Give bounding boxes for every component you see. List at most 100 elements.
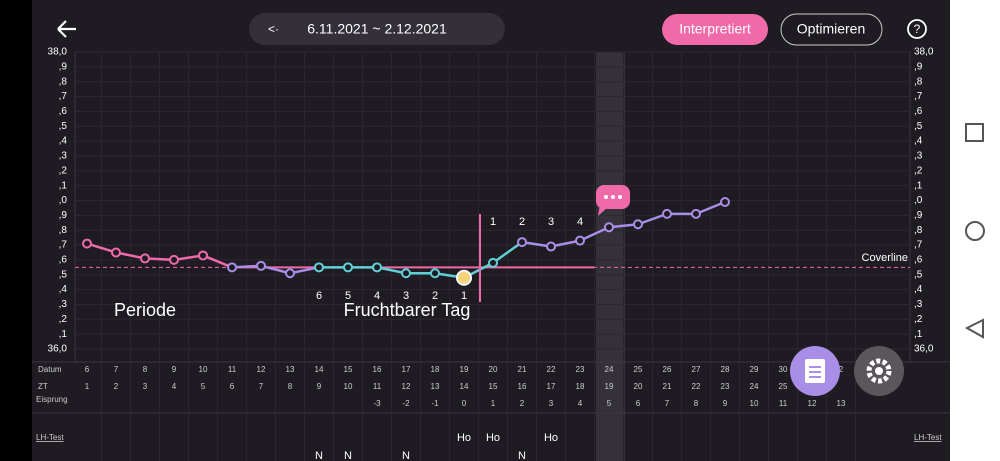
point [256,260,266,271]
ovulation-day: 6 [636,399,641,408]
y-tick-label: ,8 [59,225,68,236]
cycle-day: 6 [230,382,235,391]
optimize-button[interactable] [780,13,883,46]
back-button[interactable] [57,20,76,38]
countdown-label: 5 [345,290,351,302]
cycle-day: 2 [114,382,119,391]
x-tick-label: 28 [721,365,730,374]
cycle-day: 23 [721,382,730,391]
countdown-label: 1 [461,290,467,302]
cycle-day: 8 [288,382,293,391]
y-tick-label-right: 36,0 [914,344,934,355]
countdown-label: 3 [403,290,409,302]
cycle-day: 24 [750,382,759,391]
y-tick-label-right: ,8 [914,76,923,87]
help-icon: ? [914,22,921,36]
lh-result: Ho [544,432,558,444]
y-tick-label: ,6 [59,255,68,266]
y-tick-label-right: ,5 [914,269,923,280]
cycle-day: 20 [634,382,643,391]
x-tick-label: 17 [402,365,411,374]
nav-recents[interactable] [965,123,984,142]
y-tick-label: ,1 [59,329,68,340]
point [662,208,672,219]
x-tick-label: 22 [547,365,556,374]
cycle-day: 7 [259,382,264,391]
date-icon: <· [268,22,279,36]
point [517,237,527,248]
y-tick-label: ,2 [59,165,68,176]
plot: 36,0 36,0,1,1,2,2,3,3,4,4,5,5,6,6,7,7,8,8… [32,47,950,461]
ovulation-day: 13 [837,399,846,408]
cycle-day: 9 [317,382,322,391]
countup-label: 1 [490,216,496,228]
y-tick-label-right: ,3 [914,299,923,310]
coverline-label: Coverline [862,252,908,264]
point [343,262,353,273]
y-tick-label: ,8 [59,76,68,87]
y-tick-label-right: ,0 [914,195,923,206]
settings-hub [875,367,883,375]
ovulation-day: -3 [373,399,381,408]
x-tick-label: 12 [257,365,266,374]
cycle-day: 22 [692,382,701,391]
y-tick-label: ,4 [59,136,68,147]
y-tick-label-right: ,2 [914,165,923,176]
countup-label: 3 [548,216,554,228]
lh-result: N [518,450,526,461]
x-tick-label: 2 [839,365,844,374]
line-segment [492,241,523,264]
cycle-day: 13 [431,382,440,391]
interpreted-button[interactable] [662,14,768,45]
y-tick-label-right: ,8 [914,225,923,236]
point [198,250,208,261]
y-tick-label: ,3 [59,299,68,310]
cycle-day: 4 [172,382,177,391]
point [314,262,324,273]
cycle-day: 25 [779,382,788,391]
y-tick-label: ,9 [59,61,68,72]
point [430,268,440,279]
ovulation-day: 2 [520,399,525,408]
today-column [596,52,625,461]
ovulation-day: -2 [402,399,410,408]
y-tick-label-right: ,1 [914,329,923,340]
ovulation-day: 11 [779,399,788,408]
x-tick-label: 25 [634,365,643,374]
ovulation-day: 8 [694,399,699,408]
cycle-day: 3 [143,382,148,391]
nav-bar [950,0,1000,461]
nav-home[interactable] [965,221,985,241]
ovulation-day: 10 [750,399,759,408]
x-tick-label: 13 [286,365,295,374]
point [720,196,730,207]
y-tick-label-right: 38,0 [914,47,934,58]
x-tick-label: 23 [576,365,585,374]
ovulation-day: 1 [491,399,496,408]
x-tick-label: 20 [489,365,498,374]
date-range: 6.11.2021 ~ 2.12.2021 [307,21,447,37]
y-tick-label: ,1 [59,180,68,191]
line-segment [695,200,726,216]
y-tick-label: ,5 [59,121,68,132]
point [372,262,382,273]
point [285,268,295,279]
date-pill[interactable] [249,13,505,45]
line-segment [202,254,233,269]
nav-back[interactable] [964,318,984,339]
fertile-label: Fruchtbarer Tag [344,300,471,320]
cycle-day: 18 [576,382,585,391]
row-label: ZT [38,382,48,391]
x-tick-label: 29 [750,365,759,374]
interpreted-label: Interpretiert [679,21,751,37]
x-tick-label: 18 [431,365,440,374]
optimize-label: Optimieren [797,21,865,37]
ovulation-day: 4 [578,399,583,408]
x-tick-label: 14 [315,365,324,374]
help-button[interactable] [907,19,927,39]
cycle-day: 16 [518,382,527,391]
ovulation-day: 0 [462,399,467,408]
y-tick-label-right: ,1 [914,180,923,191]
ovulation-day: 3 [549,399,554,408]
